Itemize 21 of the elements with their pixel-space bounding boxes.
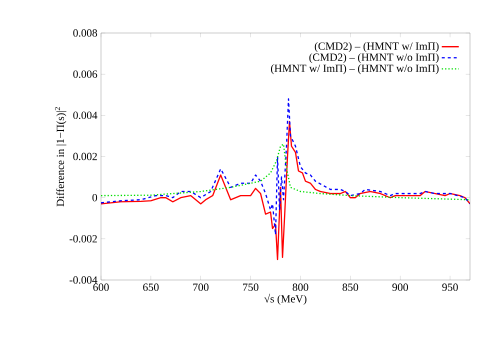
legend-label: (HMNT w/ ImΠ) – (HMNT w/o ImΠ): [270, 64, 439, 74]
x-tick-label: 750: [243, 284, 258, 291]
x-tick-label: 800: [292, 284, 308, 291]
x-tick-label: 600: [93, 284, 109, 291]
x-axis-title: √s (MeV): [264, 294, 306, 305]
y-tick-label: -0.002: [70, 235, 97, 243]
y-tick-label: 0.008: [73, 29, 98, 37]
y-axis-title: Difference in |1−Π(s)|$^{2}$: [54, 107, 66, 206]
x-tick-label: 650: [143, 284, 159, 291]
x-tick-label: 700: [193, 284, 209, 291]
y-tick-label: 0.006: [73, 70, 98, 78]
y-tick-label: 0.004: [73, 112, 98, 120]
x-tick-label: 950: [442, 284, 458, 291]
x-tick-label: 850: [342, 284, 358, 291]
y-tick-label: 0.002: [73, 152, 97, 160]
legend-label: (CMD2) – (HMNT w/ ImΠ): [314, 42, 439, 52]
y-tick-label: 0: [92, 194, 98, 202]
x-tick-label: 900: [392, 284, 408, 291]
legend-label: (CMD2) – (HMNT w/o ImΠ): [309, 53, 439, 64]
line-series: [101, 144, 470, 200]
y-tick-label: -0.004: [70, 276, 98, 284]
